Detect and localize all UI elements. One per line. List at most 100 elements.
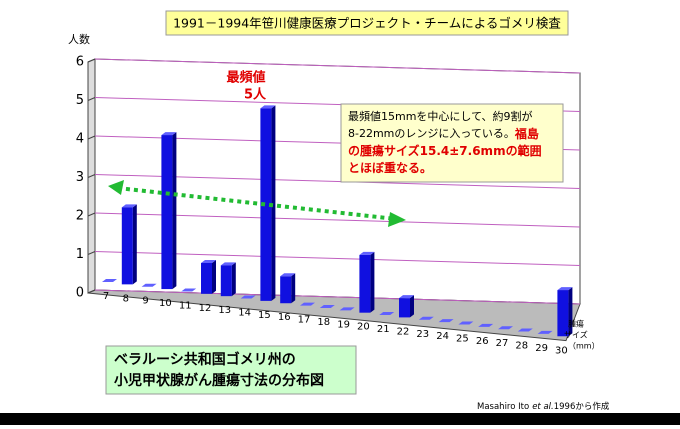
bar-side [132, 204, 137, 285]
mode-label: 最頻値 [226, 70, 265, 86]
bar [458, 321, 474, 325]
bar-top [557, 287, 573, 291]
source-etal: et al. [532, 402, 554, 412]
y-tick-label: 0 [76, 286, 84, 301]
x-axis-label: サイズ [564, 330, 588, 340]
x-tick-label: 20 [357, 322, 370, 333]
bar [181, 288, 197, 292]
bar-top [418, 316, 434, 320]
bottom-band [0, 413, 680, 425]
x-tick-label: 28 [515, 341, 528, 352]
x-tick-label: 29 [535, 343, 548, 354]
x-tick-label: 11 [179, 300, 192, 311]
mode-label: 5人 [244, 87, 267, 103]
source: Masahiro Ito et al.1996から作成 [477, 401, 610, 412]
bar-front [260, 108, 272, 301]
bar-top [379, 312, 395, 316]
bar-top [339, 307, 355, 311]
bar-top [359, 251, 375, 255]
bar [438, 319, 454, 323]
y-tick-label: 6 [76, 55, 84, 70]
bar [418, 316, 434, 320]
x-tick-label: 27 [496, 338, 509, 349]
x-tick-label: 30 [555, 345, 568, 356]
bar-top [102, 279, 117, 282]
y-tick [87, 212, 96, 217]
bar-side [231, 262, 236, 297]
bar [478, 323, 494, 327]
bar-top [220, 262, 236, 266]
bar-front [557, 290, 569, 337]
bar-front [280, 276, 292, 304]
y-tick-label: 5 [76, 93, 84, 108]
bar-top [537, 330, 553, 334]
bar [102, 279, 117, 282]
x-tick-label: 9 [142, 296, 148, 307]
bar-top [399, 295, 414, 299]
y-tick [87, 174, 96, 178]
x-tick-label: 19 [337, 319, 350, 330]
y-tick-label: 4 [76, 132, 84, 147]
bar [537, 330, 553, 334]
bar-top [161, 132, 177, 136]
bar [280, 273, 296, 304]
note-highlight: とほぼ重なる。 [348, 160, 432, 175]
caption-box [105, 345, 357, 395]
bar-side [568, 287, 573, 337]
bar-top [280, 273, 296, 277]
bar-top [141, 283, 157, 287]
bar [359, 251, 375, 313]
caption: ベラルーシ共和国ゴメリ州の [114, 351, 296, 368]
bar-side [212, 260, 216, 294]
caption: 小児甲状腺がん腫瘍寸法の分布図 [114, 372, 324, 389]
x-tick-label: 26 [476, 336, 489, 347]
y-tick-label: 3 [76, 170, 84, 185]
x-tick-label: 7 [103, 291, 109, 302]
y-axis-label: 人数 [68, 33, 90, 46]
bar [240, 295, 256, 299]
bar [260, 105, 276, 301]
x-tick-label: 21 [377, 324, 390, 335]
grid-line [94, 58, 581, 74]
bar-top [478, 323, 494, 327]
y-tick [87, 58, 96, 63]
bar-top [517, 328, 533, 332]
note-line: とほぼ重なる。 [348, 160, 432, 175]
bar-top [300, 302, 315, 306]
x-tick-label: 24 [436, 331, 449, 342]
y-tick [87, 135, 96, 140]
bar [141, 283, 157, 287]
note-line: の腫瘍サイズ15.4±7.6mmの範囲 [348, 143, 542, 158]
grid-line [94, 289, 581, 305]
bar-top [498, 326, 513, 330]
bar-top [201, 260, 216, 263]
note-highlight: 福島 [514, 126, 539, 141]
bar-side [370, 251, 375, 313]
x-tick-label: 17 [298, 315, 311, 326]
bar [121, 204, 137, 285]
source-author: Masahiro Ito [477, 402, 529, 412]
bar [319, 304, 335, 308]
bar-front [359, 254, 371, 313]
bar-top [121, 204, 137, 208]
bar-front [161, 135, 173, 290]
x-tick-label: 25 [456, 333, 469, 344]
x-axis-label: （mm） [568, 342, 600, 351]
note-highlight: の腫瘍サイズ15.4±7.6mmの範囲 [348, 143, 542, 158]
note: 最頻値15mmを中心にして、約9割が 8-22mmのレンジに入っている。福島の腫瘍… [348, 109, 542, 175]
bar [399, 295, 414, 318]
y-tick-label: 1 [76, 247, 84, 262]
bar-top [260, 105, 276, 109]
bar-top [438, 319, 454, 323]
bar-front [220, 265, 232, 297]
source-rest: 1996から作成 [554, 401, 610, 412]
x-tick-label: 18 [317, 317, 330, 328]
title-box [165, 10, 569, 36]
bar [557, 287, 573, 337]
note-text: 最頻値15mmを中心にして、約9割が [348, 109, 533, 123]
bar [300, 302, 315, 306]
bar-side [172, 132, 177, 290]
note-line: 最頻値15mmを中心にして、約9割が [348, 109, 533, 123]
